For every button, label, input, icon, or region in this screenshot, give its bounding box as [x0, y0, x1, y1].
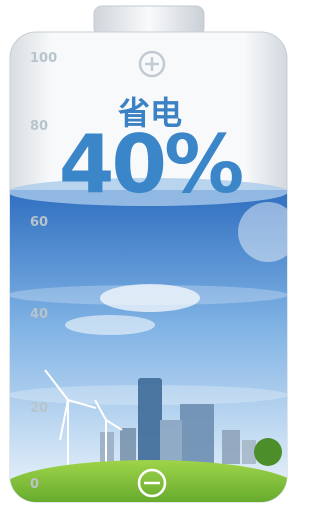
scale-label: 40 — [30, 307, 48, 322]
scale-label: 20 — [30, 401, 48, 416]
scale-label: 100 — [30, 51, 57, 66]
tree — [254, 438, 282, 466]
page: {"header": {"label": "省电", "value": "40%… — [0, 0, 297, 510]
header-value: 40% — [59, 118, 242, 211]
scale-label: 80 — [30, 119, 48, 134]
glass-ring — [8, 285, 288, 305]
cloud — [65, 315, 155, 335]
scale-label: 60 — [30, 215, 48, 230]
scale-label: 0 — [30, 477, 39, 492]
sun-glow — [238, 202, 297, 262]
